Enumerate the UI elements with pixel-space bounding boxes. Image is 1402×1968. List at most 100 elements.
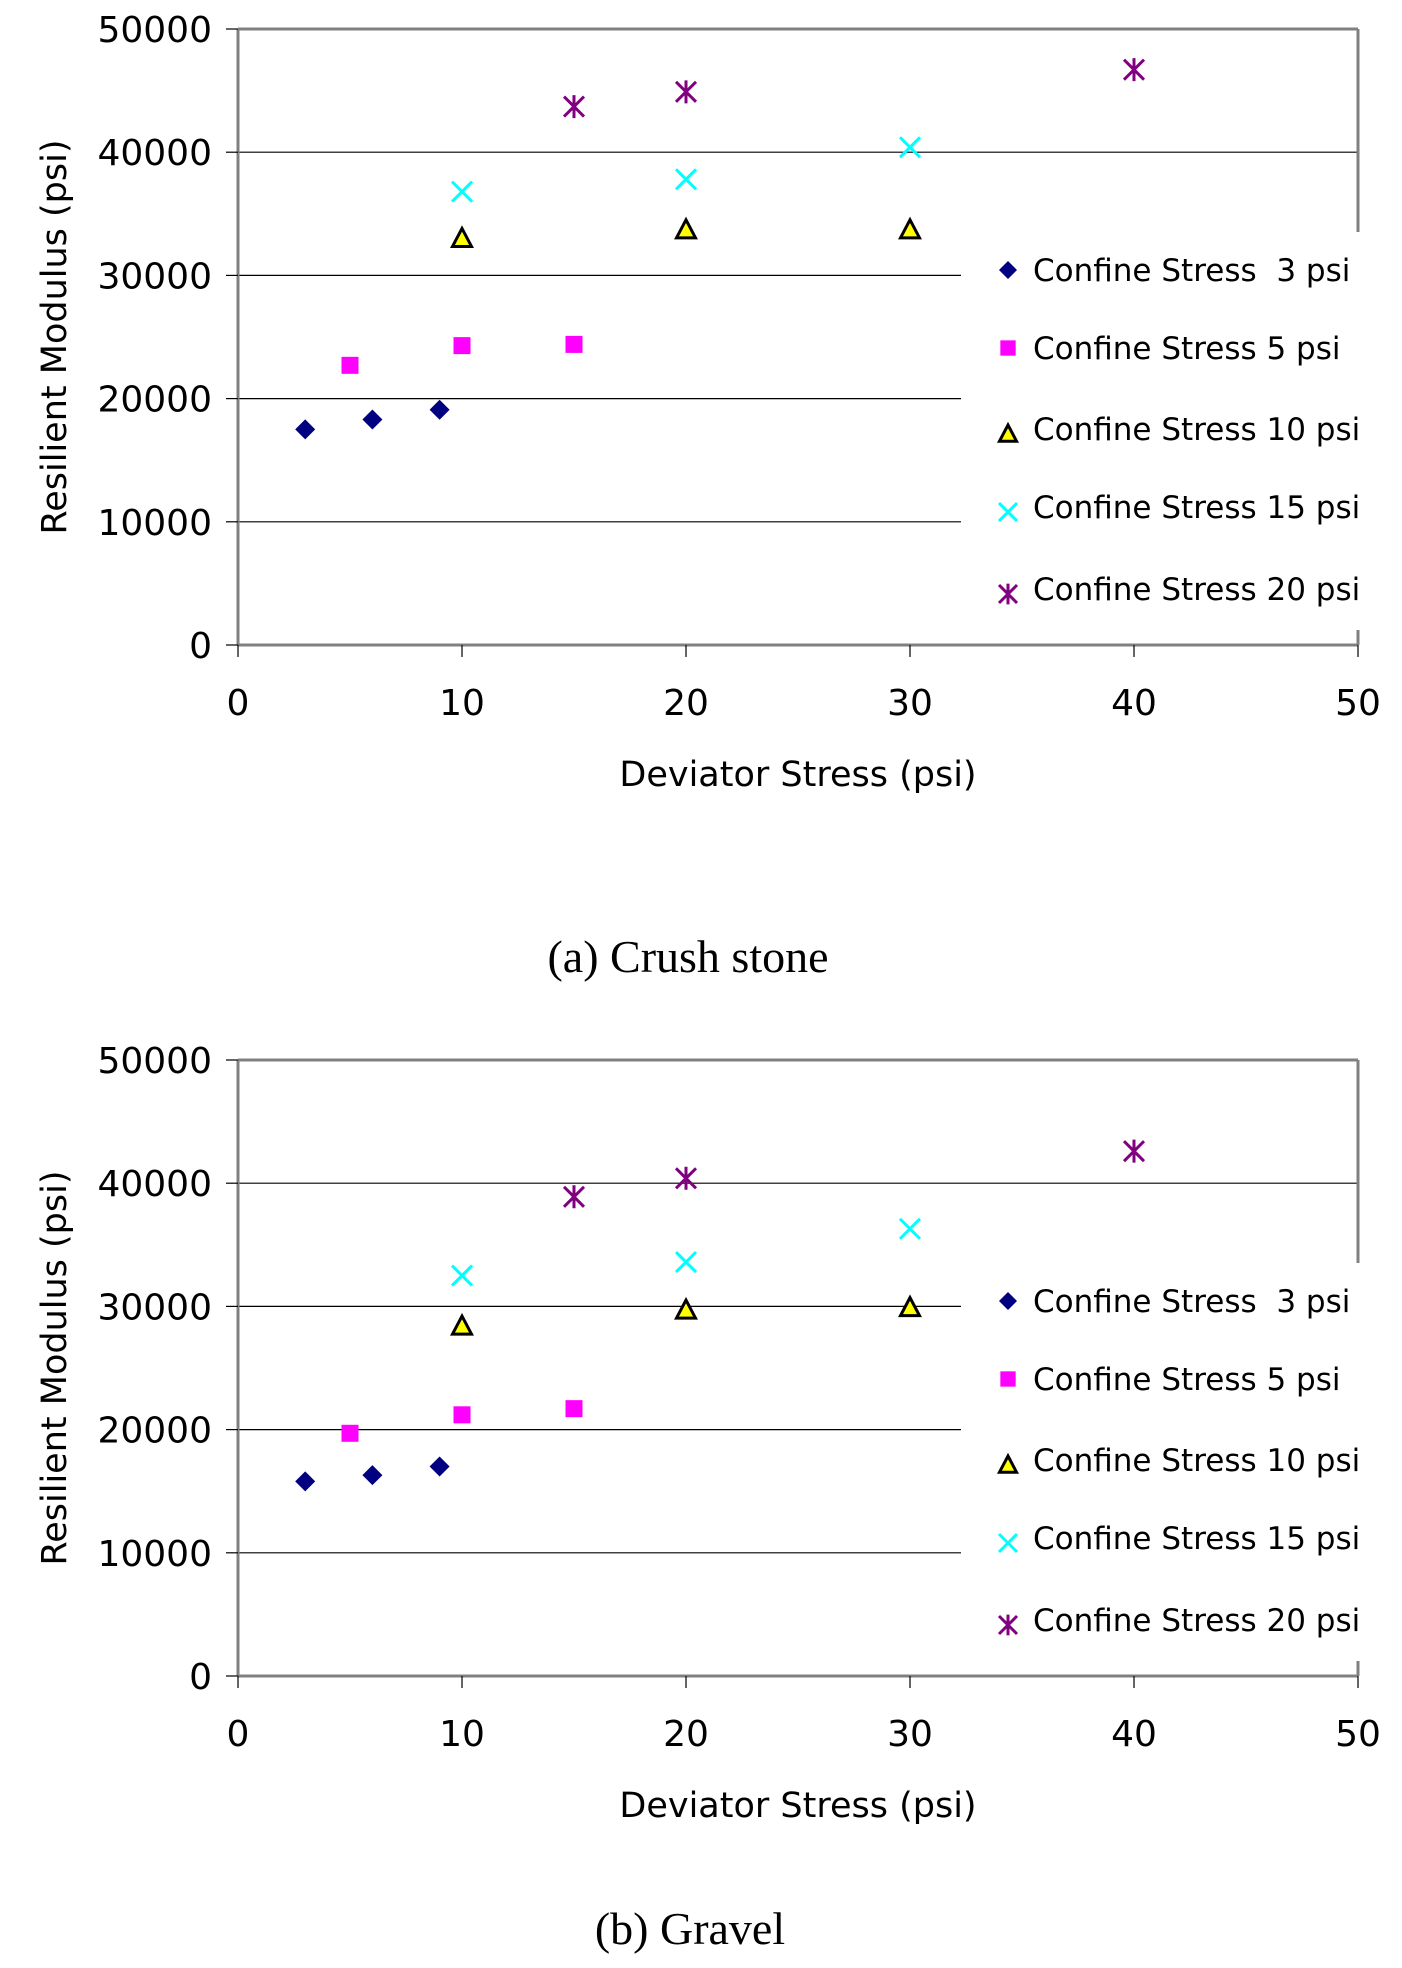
data-point: [453, 1406, 471, 1424]
legend-label: Confine Stress 3 psi: [1033, 1284, 1350, 1320]
x-tick-label: 40: [1111, 1714, 1157, 1755]
legend-label: Confine Stress 3 psi: [1033, 253, 1350, 289]
data-point: [341, 356, 359, 374]
chart-gravel: Resilient Modulus (psi) Deviator Stress …: [35, 1041, 1381, 1954]
data-point: [295, 419, 316, 440]
chart-caption: (b) Gravel: [595, 1903, 785, 1954]
legend-label: Confine Stress 10 psi: [1033, 1443, 1360, 1479]
data-point: [674, 1296, 698, 1320]
legend-marker: [999, 261, 1017, 279]
x-tick-label: 0: [227, 1714, 250, 1755]
x-tick-label: 50: [1335, 683, 1381, 724]
legend-marker: [996, 1452, 1020, 1474]
legend-item: Confine Stress 20 psi: [997, 1603, 1360, 1639]
data-point: [898, 136, 922, 159]
legend-marker: [1000, 1371, 1016, 1387]
x-tick-label: 30: [887, 1714, 933, 1755]
data-point: [429, 399, 450, 420]
series-triangle: [450, 216, 922, 248]
legend-item: Confine Stress 3 psi: [999, 1284, 1350, 1320]
y-tick-label: 40000: [97, 1164, 212, 1205]
legend-label: Confine Stress 10 psi: [1033, 412, 1360, 448]
legend-marker: [999, 1292, 1017, 1310]
chart-caption: (a) Crush stone: [547, 931, 828, 982]
data-point: [1122, 1139, 1146, 1163]
data-point: [674, 168, 698, 191]
legend-marker: [997, 501, 1019, 523]
y-axis-title: Resilient Modulus (psi): [35, 139, 75, 534]
data-point: [362, 1465, 383, 1486]
y-tick-label: 10000: [97, 1534, 212, 1575]
series-square: [341, 1400, 583, 1442]
y-tick-label: 20000: [97, 1411, 212, 1452]
x-tick-label: 50: [1335, 1714, 1381, 1755]
data-point: [450, 1312, 474, 1336]
data-point: [341, 1424, 359, 1442]
data-point: [362, 409, 383, 430]
data-point: [295, 1471, 316, 1492]
y-tick-label: 0: [189, 1657, 212, 1698]
data-point: [450, 1264, 474, 1287]
data-point: [674, 216, 698, 240]
legend-label: Confine Stress 20 psi: [1033, 572, 1360, 608]
data-point: [674, 1250, 698, 1274]
data-point: [898, 1217, 922, 1240]
legend-label: Confine Stress 20 psi: [1033, 1603, 1360, 1639]
data-point: [1122, 58, 1146, 82]
data-point: [674, 80, 698, 104]
legend-item: Confine Stress 3 psi: [999, 253, 1350, 289]
x-axis-title: Deviator Stress (psi): [619, 1786, 976, 1826]
x-tick-label: 20: [663, 1714, 709, 1755]
x-tick-label: 10: [439, 1714, 485, 1755]
legend-marker: [996, 421, 1020, 443]
legend-marker: [997, 583, 1019, 605]
data-point: [674, 1166, 698, 1190]
x-axis-title: Deviator Stress (psi): [619, 755, 976, 795]
data-point: [565, 335, 583, 353]
legend-item: Confine Stress 10 psi: [996, 1443, 1360, 1479]
data-point: [898, 1294, 922, 1318]
y-tick-label: 0: [189, 626, 212, 667]
data-point: [898, 216, 922, 240]
series-triangle: [450, 1294, 922, 1336]
legend-label: Confine Stress 5 psi: [1033, 1362, 1341, 1398]
x-tick-label: 40: [1111, 683, 1157, 724]
y-tick-label: 10000: [97, 503, 212, 544]
legend-item: Confine Stress 20 psi: [997, 572, 1360, 608]
y-tick-label: 30000: [97, 1287, 212, 1328]
data-point: [450, 180, 474, 203]
y-axis-title: Resilient Modulus (psi): [35, 1170, 75, 1565]
legend-item: Confine Stress 15 psi: [997, 1521, 1360, 1557]
data-point: [562, 95, 586, 119]
data-point: [450, 225, 474, 248]
legend-marker: [1000, 340, 1016, 356]
data-point: [429, 1456, 450, 1477]
legend-marker: [997, 1614, 1019, 1636]
x-tick-label: 30: [887, 683, 933, 724]
x-tick-label: 0: [227, 683, 250, 724]
legend-label: Confine Stress 5 psi: [1033, 331, 1341, 367]
y-tick-label: 50000: [97, 1041, 212, 1082]
legend-item: Confine Stress 5 psi: [1000, 331, 1341, 367]
legend: Confine Stress 3 psi Confine Stress 5 psi…: [996, 253, 1360, 608]
series-asterisk: [562, 1139, 1146, 1209]
x-tick-label: 20: [663, 683, 709, 724]
x-tick-label: 10: [439, 683, 485, 724]
y-tick-label: 40000: [97, 133, 212, 174]
legend-label: Confine Stress 15 psi: [1033, 490, 1360, 526]
chart-crush-stone: Resilient Modulus (psi) Deviator Stress …: [35, 10, 1381, 982]
data-point: [565, 1400, 583, 1418]
legend-item: Confine Stress 5 psi: [1000, 1362, 1341, 1398]
series-diamond: [295, 1456, 450, 1492]
series-x: [450, 136, 922, 203]
series-asterisk: [562, 58, 1146, 119]
legend: Confine Stress 3 psi Confine Stress 5 psi…: [996, 1284, 1360, 1639]
series-square: [341, 335, 583, 374]
series-x: [450, 1217, 922, 1287]
legend-item: Confine Stress 15 psi: [997, 490, 1360, 526]
y-tick-label: 20000: [97, 380, 212, 421]
y-tick-label: 50000: [97, 10, 212, 51]
series-diamond: [295, 399, 450, 440]
data-point: [453, 337, 471, 355]
